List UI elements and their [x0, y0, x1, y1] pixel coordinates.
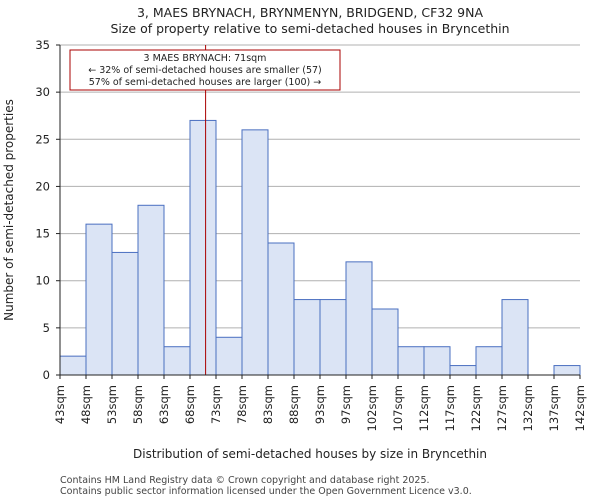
chart-title: 3, MAES BRYNACH, BRYNMENYN, BRIDGEND, CF…	[137, 5, 483, 20]
x-tick-label-63sqm: 63sqm	[157, 385, 171, 424]
x-tick-label-132sqm: 132sqm	[521, 385, 535, 431]
y-tick-label-5: 5	[43, 321, 50, 335]
y-tick-label-0: 0	[43, 368, 50, 382]
x-tick-labels: 43sqm 48sqm 53sqm 58sqm 63sqm 68sqm 73sqm 78sqm…	[53, 375, 587, 431]
x-tick-label-73sqm: 73sqm	[209, 385, 223, 424]
y-tick-labels: 0 5 10 15 20 25 30 35	[35, 38, 60, 382]
chart-subtitle: Size of property relative to semi-detach…	[110, 21, 509, 36]
x-tick-label-93sqm: 93sqm	[313, 385, 327, 424]
y-tick-label-10: 10	[35, 274, 50, 288]
x-tick-label-122sqm: 122sqm	[469, 385, 483, 431]
x-tick-label-53sqm: 53sqm	[105, 385, 119, 424]
footer-line-1: Contains HM Land Registry data © Crown c…	[60, 475, 430, 486]
x-tick-label-68sqm: 68sqm	[183, 385, 197, 424]
x-tick-label-58sqm: 58sqm	[131, 385, 145, 424]
x-tick-label-78sqm: 78sqm	[235, 385, 249, 424]
bar-137sqm	[553, 365, 581, 376]
annotation-line-3: 57% of semi-detached houses are larger (…	[89, 77, 322, 88]
bar-88sqm	[293, 299, 321, 376]
bar-63sqm	[163, 346, 191, 376]
x-tick-label-127sqm: 127sqm	[495, 385, 509, 431]
bar-107sqm	[397, 346, 425, 376]
x-tick-label-97sqm: 97sqm	[339, 385, 353, 424]
x-tick-label-117sqm: 117sqm	[443, 385, 457, 431]
y-tick-label-25: 25	[35, 132, 50, 146]
bar-43sqm	[59, 355, 87, 376]
bar-68sqm	[189, 119, 217, 376]
bar-112sqm	[423, 346, 451, 376]
bar-73sqm	[215, 336, 243, 376]
x-tick-label-83sqm: 83sqm	[261, 385, 275, 424]
marker: 3 MAES BRYNACH: 71sqm← 32% of semi-detac…	[69, 45, 341, 375]
x-tick-label-142sqm: 142sqm	[573, 385, 587, 431]
bar-93sqm	[319, 299, 347, 376]
bar-48sqm	[85, 223, 113, 376]
bar-83sqm	[267, 242, 295, 376]
x-tick-label-88sqm: 88sqm	[287, 385, 301, 424]
x-tick-label-102sqm: 102sqm	[365, 385, 379, 431]
footer-line-2: Contains public sector information licen…	[60, 486, 472, 497]
y-tick-label-35: 35	[35, 38, 50, 52]
x-tick-label-107sqm: 107sqm	[391, 385, 405, 431]
bar-122sqm	[475, 346, 503, 376]
bar-58sqm	[137, 204, 165, 376]
bar-97sqm	[345, 261, 373, 376]
x-tick-label-48sqm: 48sqm	[79, 385, 93, 424]
x-tick-label-43sqm: 43sqm	[53, 385, 67, 424]
x-tick-label-112sqm: 112sqm	[417, 385, 431, 431]
annotation-box	[69, 49, 341, 91]
x-tick-label-137sqm: 137sqm	[547, 385, 561, 431]
bars	[59, 119, 581, 376]
annotation-line-2: ← 32% of semi-detached houses are smalle…	[88, 65, 322, 76]
bar-117sqm	[449, 365, 477, 376]
bar-102sqm	[371, 308, 399, 376]
bar-78sqm	[241, 129, 269, 376]
y-tick-label-30: 30	[35, 85, 50, 99]
bar-53sqm	[111, 251, 139, 376]
x-axis-label: Distribution of semi-detached houses by …	[133, 447, 487, 461]
y-tick-label-20: 20	[35, 179, 50, 193]
bar-127sqm	[501, 299, 529, 376]
annotation-line-1: 3 MAES BRYNACH: 71sqm	[144, 53, 267, 64]
y-tick-label-15: 15	[35, 227, 50, 241]
y-axis-label: Number of semi-detached properties	[2, 99, 16, 321]
